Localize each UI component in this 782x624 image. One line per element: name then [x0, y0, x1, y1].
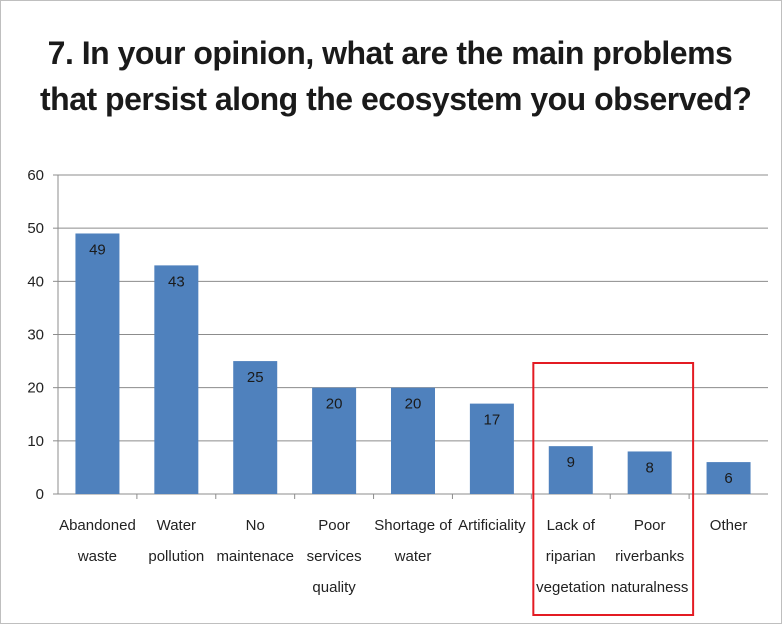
data-label: 20 — [405, 396, 422, 413]
x-category-label: Poor — [318, 517, 350, 534]
data-label: 25 — [247, 369, 264, 386]
y-tick-label: 0 — [36, 486, 44, 503]
x-category-label: Water — [157, 517, 196, 534]
y-tick-label: 40 — [27, 273, 44, 290]
x-category-label: water — [394, 548, 432, 565]
x-category-label: maintenace — [216, 548, 294, 565]
y-tick-label: 50 — [27, 220, 44, 237]
highlight-box — [532, 362, 695, 616]
x-category-label: No — [246, 517, 265, 534]
bar — [391, 387, 435, 494]
x-category-label: riparian — [546, 548, 596, 565]
x-category-label: Abandoned — [59, 517, 136, 534]
y-tick-label: 60 — [27, 167, 44, 184]
bar — [627, 451, 672, 494]
x-category-label: naturalness — [611, 579, 689, 596]
x-category-label: Artificiality — [458, 517, 526, 534]
data-label: 43 — [168, 273, 185, 290]
y-tick-label: 30 — [27, 327, 44, 344]
bar — [706, 462, 751, 494]
bar — [154, 265, 199, 494]
x-category-label: pollution — [148, 548, 204, 565]
bar — [233, 361, 278, 494]
data-label: 6 — [724, 470, 732, 487]
bar — [312, 387, 357, 494]
x-category-label: services — [307, 548, 362, 565]
bar — [469, 403, 514, 494]
data-label: 8 — [645, 459, 653, 476]
data-label: 17 — [484, 412, 501, 429]
x-category-label: Poor — [634, 517, 666, 534]
y-tick-label: 20 — [27, 380, 44, 397]
data-label: 20 — [326, 396, 343, 413]
x-category-label: Other — [710, 517, 748, 534]
data-label: 9 — [567, 454, 575, 471]
chart-title: 7. In your opinion, what are the main pr… — [40, 30, 752, 122]
y-tick-label: 10 — [27, 433, 44, 450]
bar — [75, 233, 120, 494]
x-category-label: vegetation — [536, 579, 605, 596]
x-category-label: riverbanks — [615, 548, 684, 565]
chart-title-line-2: that persist along the ecosystem you obs… — [40, 81, 752, 117]
chart-title-line-1: 7. In your opinion, what are the main pr… — [47, 35, 733, 71]
bar — [548, 446, 593, 494]
data-label: 49 — [89, 241, 106, 258]
x-category-label: Lack of — [547, 517, 596, 534]
x-category-label: waste — [77, 548, 117, 565]
x-category-label: quality — [312, 579, 356, 596]
x-category-label: Shortage of — [374, 517, 452, 534]
